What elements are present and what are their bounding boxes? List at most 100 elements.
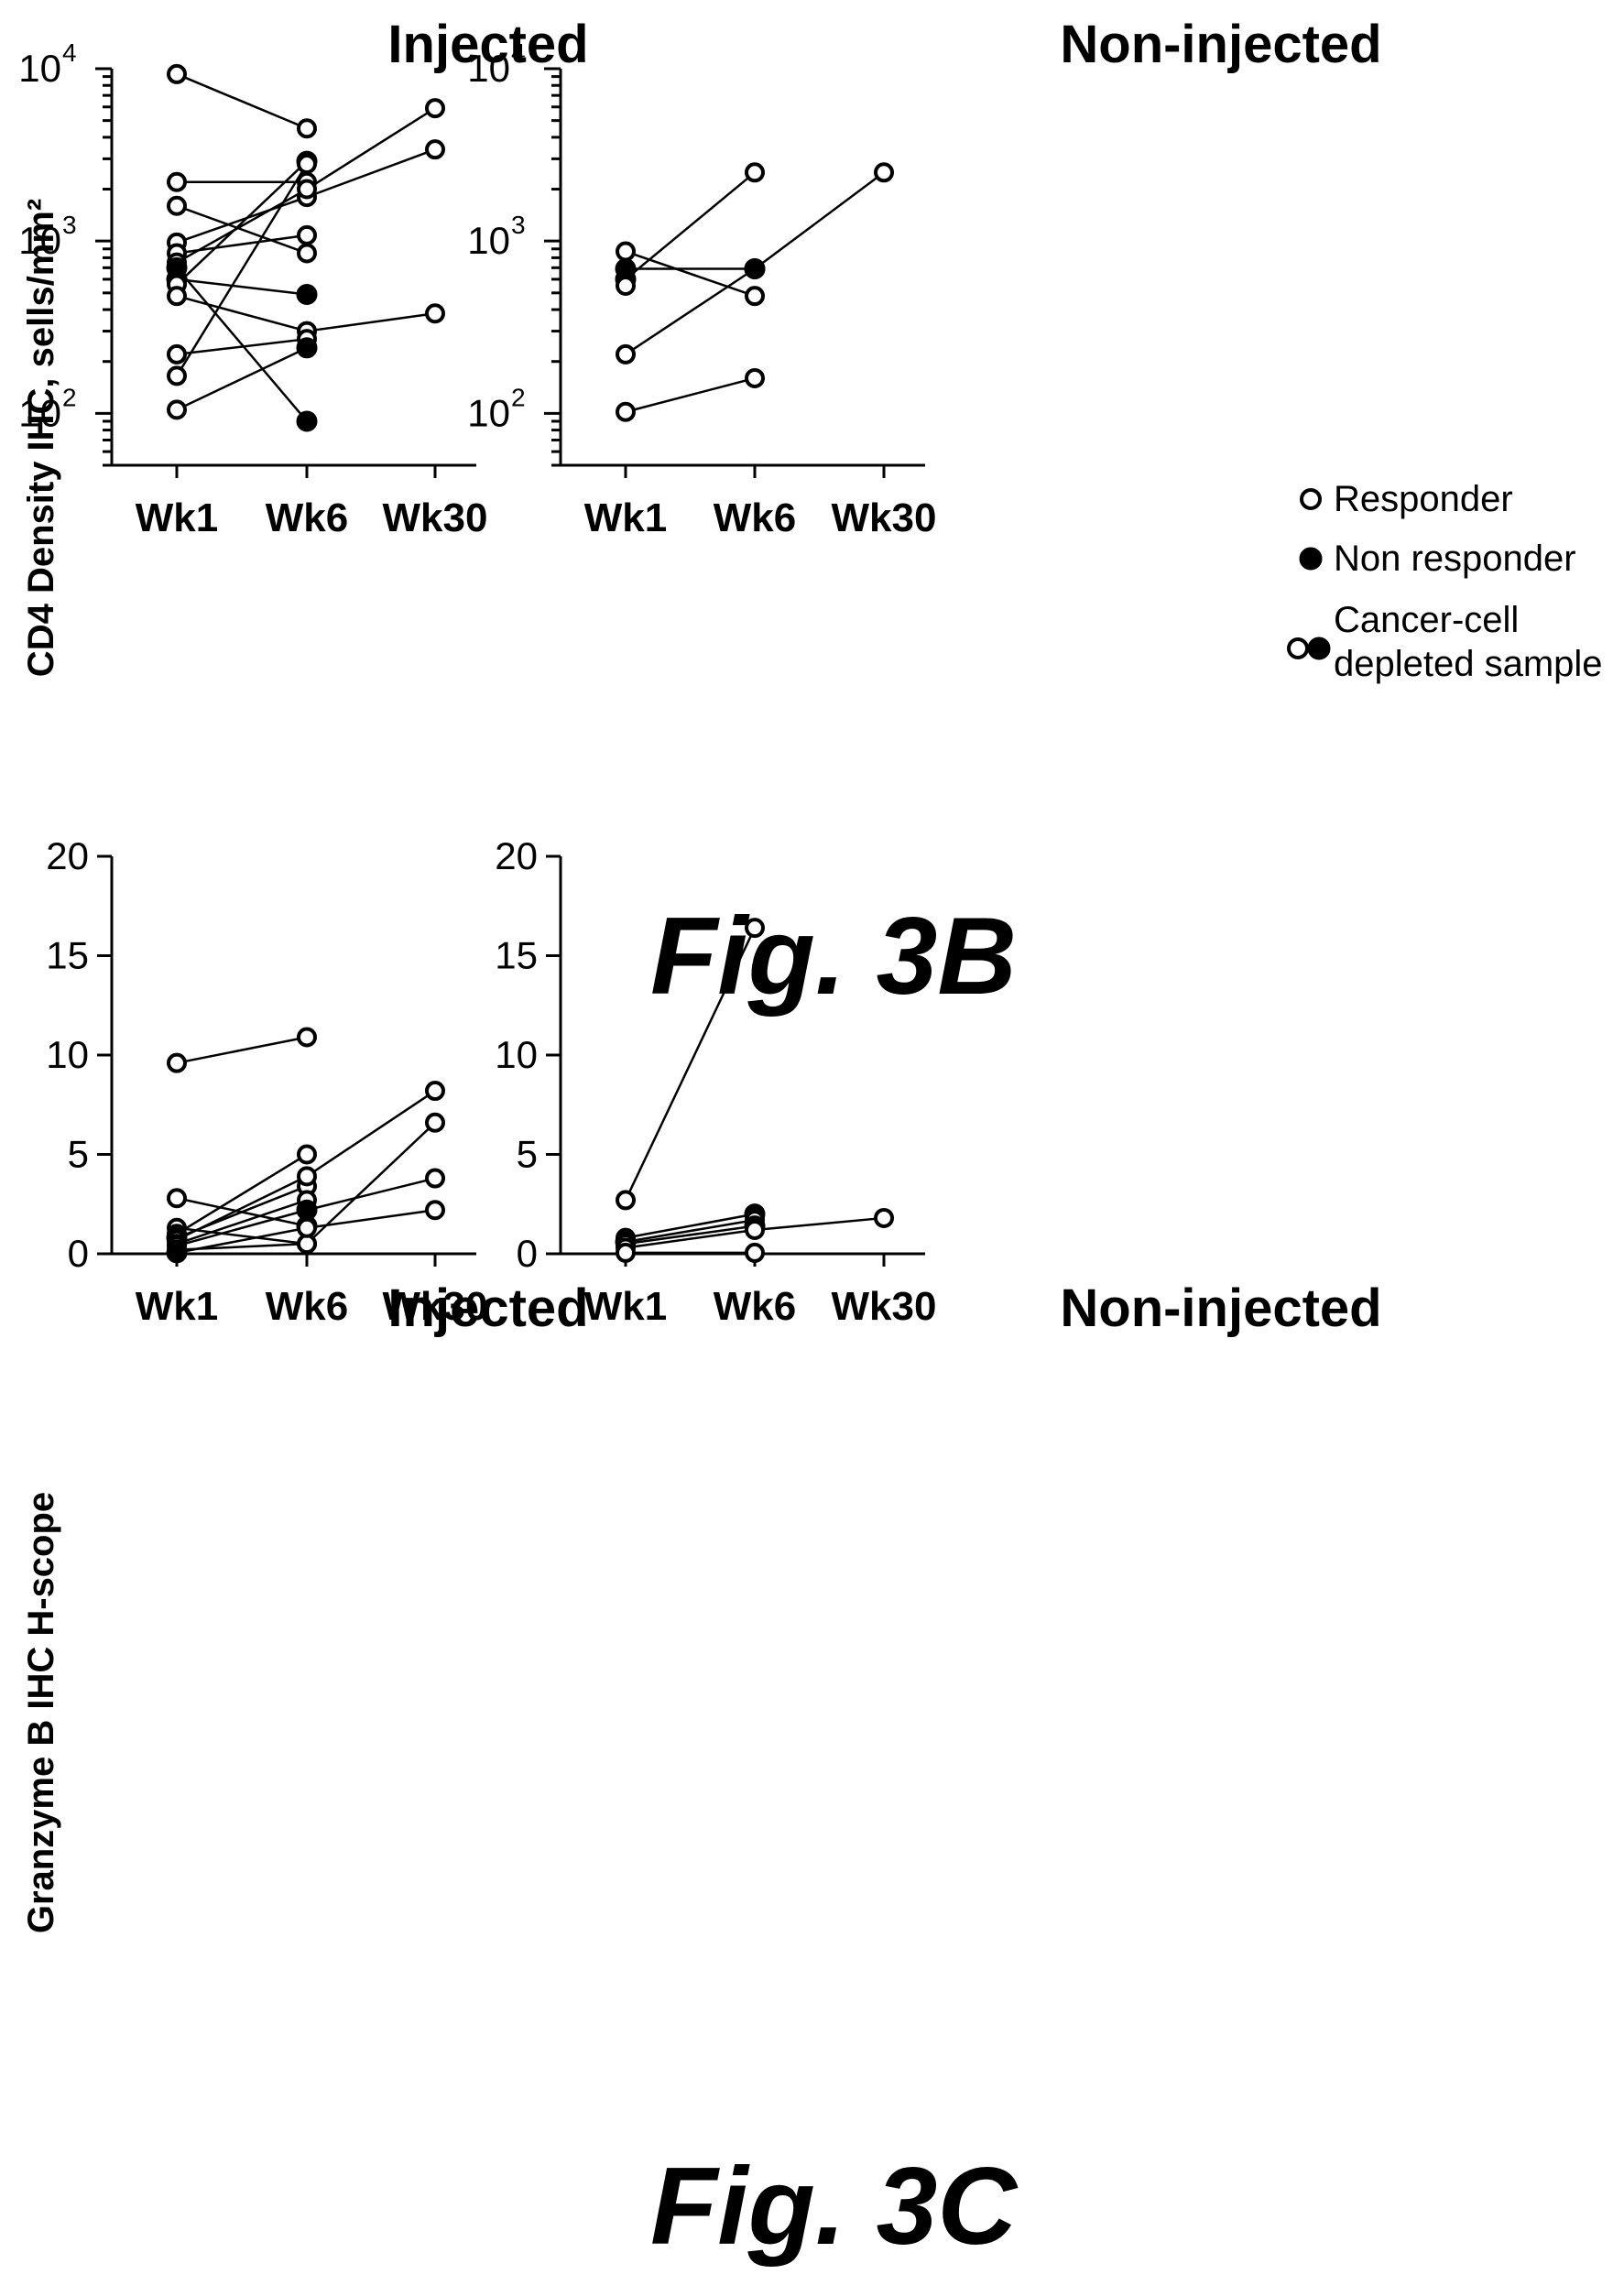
data-point-responder: [745, 286, 765, 307]
series-line-segment: [176, 337, 308, 356]
data-point-responder: [167, 195, 187, 216]
data-point-responder: [297, 1144, 317, 1165]
series-line-segment: [625, 1213, 756, 1239]
series-line-segment: [175, 163, 309, 377]
y-tick-label-exponent: 2: [62, 383, 77, 411]
series-line-segment: [754, 1216, 885, 1232]
data-point-responder: [167, 1052, 187, 1073]
legend-responder-label: Responder: [1334, 479, 1513, 519]
data-point-responder: [167, 63, 187, 84]
data-point-responder: [745, 1219, 765, 1240]
series-lines: [176, 1036, 436, 1255]
x-tick-label: Wk1: [136, 495, 218, 540]
series-markers: [166, 1027, 445, 1264]
series-line-segment: [176, 294, 308, 332]
data-point-responder: [616, 1242, 636, 1263]
data-point-responder: [167, 171, 187, 192]
series-line-segment: [625, 1224, 756, 1246]
data-point-non-responder: [296, 337, 318, 359]
y-tick-label: 5: [68, 1133, 89, 1176]
series-line-segment: [176, 1199, 308, 1246]
series-line-segment: [306, 1121, 436, 1246]
data-point-responder: [616, 343, 636, 365]
x-tick-label: Wk6: [266, 495, 348, 540]
y-tick-label-exponent: 4: [62, 38, 77, 67]
series-line-segment: [176, 267, 308, 422]
y-tick-label: 10: [18, 47, 61, 90]
series-lines: [624, 927, 885, 1255]
y-tick-label-exponent: 4: [511, 38, 526, 67]
series-line-segment: [625, 250, 756, 298]
series-markers: [166, 63, 445, 432]
series-markers: [615, 162, 894, 422]
y-tick-label: 10: [467, 47, 510, 90]
ylabel-3b: CD4 Density IHC, sells/mm²: [21, 199, 61, 677]
data-point-non-responder: [744, 258, 766, 280]
data-point-non-responder: [166, 1242, 188, 1264]
series-line-segment: [176, 346, 308, 411]
data-point-responder: [167, 286, 187, 307]
y-tick-label: 20: [46, 834, 89, 877]
y-tick-label-exponent: 3: [511, 211, 526, 239]
data-point-responder: [616, 401, 636, 422]
data-point-responder: [745, 1242, 765, 1263]
series-line-segment: [306, 1177, 436, 1212]
panel-title-3b-injected: Injected: [387, 15, 588, 74]
x-tick-label: Wk6: [714, 1284, 796, 1329]
data-point-responder: [297, 154, 317, 175]
series-line-segment: [306, 312, 436, 332]
data-point-responder: [874, 162, 894, 183]
series-line-segment: [625, 267, 756, 355]
data-point-non-responder: [296, 410, 318, 432]
data-point-responder: [297, 243, 317, 264]
series-lines: [175, 72, 436, 422]
series-line-segment: [754, 171, 885, 270]
legend-non-responder-marker: [1299, 547, 1323, 571]
x-tick-label: Wk30: [832, 1284, 937, 1329]
panel-title-3c-injected: Injected: [387, 1279, 588, 1338]
data-point-responder: [167, 365, 187, 386]
panel-title-3b-noninjected: Non-injected: [1060, 15, 1381, 74]
legend-depleted-filled-marker: [1307, 637, 1331, 660]
series-line-segment: [624, 927, 757, 1201]
series-line-segment: [176, 195, 308, 245]
series-line-segment: [306, 1090, 436, 1178]
series-line-segment: [306, 107, 436, 190]
data-point-responder: [616, 276, 636, 297]
series-line-segment: [306, 1209, 436, 1230]
y-tick-label: 20: [495, 834, 538, 877]
data-point-responder: [425, 1081, 445, 1102]
data-point-responder: [297, 118, 317, 139]
series-line-segment: [306, 147, 436, 199]
legend-depleted-open-marker: [1287, 637, 1309, 659]
legend-depleted-label-line1: Cancer-cell: [1334, 600, 1519, 640]
series-line-segment: [176, 1209, 308, 1247]
data-point-responder: [425, 1168, 445, 1189]
data-point-responder: [745, 162, 765, 183]
series-line-segment: [176, 1036, 308, 1064]
data-point-responder: [167, 1188, 187, 1209]
caption-fig-3c: Fig. 3C: [649, 2145, 1018, 2268]
y-tick-label: 0: [517, 1232, 538, 1275]
y-tick-label: 10: [46, 1033, 89, 1076]
series-line-segment: [176, 1226, 308, 1246]
series-line-segment: [625, 171, 756, 280]
y-tick-label: 5: [517, 1133, 538, 1176]
data-point-responder: [425, 1200, 445, 1221]
data-point-responder: [167, 343, 187, 365]
data-point-responder: [745, 918, 765, 939]
panel-title-3c-noninjected: Non-injected: [1060, 1279, 1381, 1338]
chart-3c-noninjected: 0 5 10 15 20 Wk1 Wk6 Wk30: [495, 834, 936, 1329]
data-point-responder: [297, 179, 317, 200]
x-tick-label: Wk30: [383, 495, 488, 540]
y-tick-label: 10: [495, 1033, 538, 1076]
data-point-responder: [425, 303, 445, 324]
series-line-segment: [176, 204, 308, 255]
data-point-responder: [425, 1112, 445, 1133]
data-point-non-responder: [296, 1199, 318, 1221]
x-tick-label: Wk1: [584, 495, 667, 540]
y-tick-label: 15: [495, 934, 538, 977]
data-point-responder: [297, 1234, 317, 1255]
